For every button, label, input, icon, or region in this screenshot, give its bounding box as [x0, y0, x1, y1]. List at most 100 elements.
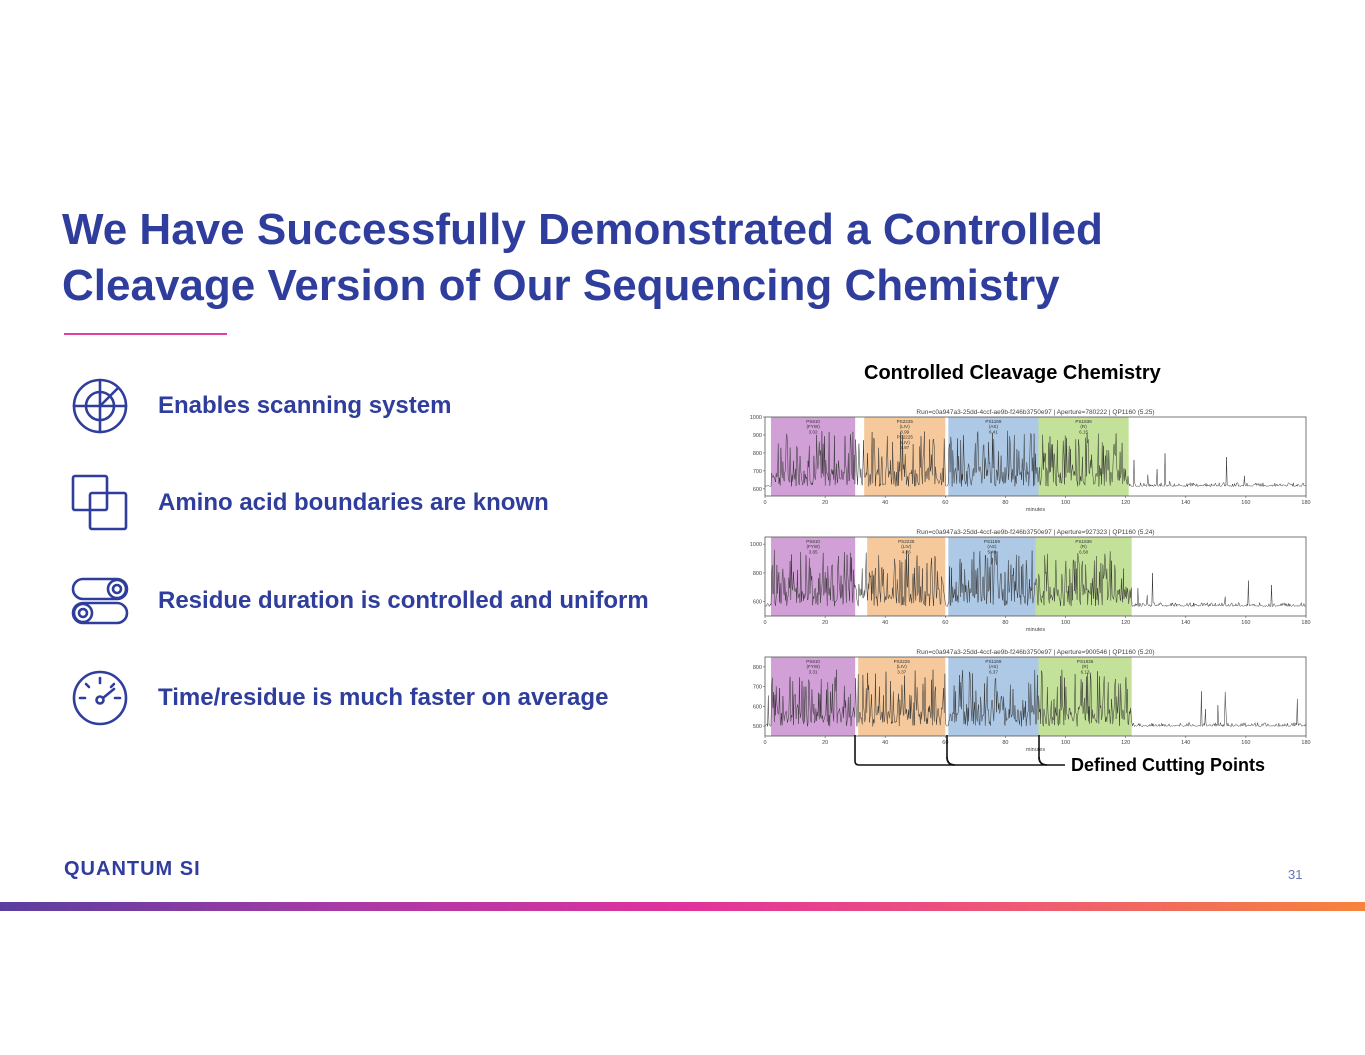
bullet-text: Amino acid boundaries are known — [158, 489, 549, 516]
trace-plot-3: Run=c0a947a3-25dd-4ccf-ae9b-f246b3750e97… — [746, 646, 1311, 754]
title-accent-divider — [64, 333, 227, 335]
band-label: (AS) — [987, 544, 997, 549]
signal-trace — [764, 669, 1307, 728]
x-tick-label: 0 — [763, 500, 766, 506]
plot-title: Run=c0a947a3-25dd-4ccf-ae9b-f246b3750e97… — [916, 529, 1154, 536]
band-label: 6.37 — [989, 669, 998, 674]
band-label: PS1836 — [1075, 539, 1092, 544]
x-tick-label: 160 — [1241, 620, 1250, 626]
x-tick-label: 20 — [822, 740, 828, 746]
bullet-item-boundaries: Amino acid boundaries are known — [70, 473, 710, 533]
band-label: 3.02 — [809, 429, 818, 434]
x-tick-label: 80 — [1002, 500, 1008, 506]
x-tick-label: 60 — [942, 620, 948, 626]
plot-frame — [764, 416, 1307, 497]
x-axis-label: minutes — [1026, 747, 1046, 753]
bullet-text: Enables scanning system — [158, 392, 452, 419]
x-tick-label: 120 — [1121, 740, 1130, 746]
y-tick-label: 700 — [753, 685, 762, 691]
plot-title: Run=c0a947a3-25dd-4ccf-ae9b-f246b3750e97… — [916, 649, 1154, 656]
trace-plot-2: Run=c0a947a3-25dd-4ccf-ae9b-f246b3750e97… — [746, 526, 1311, 634]
toggle-switches-icon — [70, 571, 130, 631]
amino-acid-band-1 — [771, 417, 856, 496]
band-label: 5.48 — [987, 549, 996, 554]
speedometer-icon — [70, 668, 130, 728]
band-label: (FYW) — [806, 544, 820, 549]
plot-frame — [764, 656, 1307, 737]
y-tick-label: 600 — [753, 704, 762, 710]
x-tick-label: 160 — [1241, 740, 1250, 746]
defined-cutting-points-label: Defined Cutting Points — [1071, 755, 1265, 775]
band-label: (R) — [1082, 664, 1089, 669]
x-tick-label: 140 — [1181, 740, 1190, 746]
plot-title: Run=c0a947a3-25dd-4ccf-ae9b-f246b3750e97… — [916, 409, 1154, 416]
x-tick-label: 180 — [1301, 500, 1310, 506]
band-label: PS610 — [806, 419, 820, 424]
y-tick-label: 900 — [753, 433, 762, 439]
band-label: PS1836 — [1075, 419, 1092, 424]
band-label: PS1169 — [985, 419, 1001, 424]
radar-icon — [70, 376, 130, 436]
y-tick-label: 500 — [753, 724, 762, 730]
band-label: 3.31 — [809, 669, 818, 674]
x-tick-label: 100 — [1061, 500, 1070, 506]
band-label: 6.15 — [1079, 429, 1088, 434]
signal-trace — [764, 430, 1307, 488]
band-label: PS2225 — [898, 539, 915, 544]
x-tick-label: 140 — [1181, 500, 1190, 506]
figure-title: Controlled Cleavage Chemistry — [864, 362, 1161, 384]
y-tick-label: 1000 — [750, 415, 762, 421]
band-label: 3.65 — [809, 549, 818, 554]
band-label: (LIV) — [900, 424, 910, 429]
band-label: (LIV) — [900, 440, 910, 445]
band-label: (FYW) — [806, 424, 820, 429]
x-tick-label: 140 — [1181, 620, 1190, 626]
y-tick-label: 600 — [753, 600, 762, 606]
y-tick-label: 800 — [753, 665, 762, 671]
bullet-item-scanning: Enables scanning system — [70, 376, 710, 436]
band-label: (LIV) — [897, 664, 907, 669]
band-label: PS1169 — [985, 659, 1001, 664]
x-tick-label: 40 — [882, 500, 888, 506]
band-label: 6.13 — [1081, 669, 1090, 674]
band-label: PS610 — [806, 659, 820, 664]
trace-plot-1: Run=c0a947a3-25dd-4ccf-ae9b-f246b3750e97… — [746, 406, 1311, 514]
y-tick-label: 600 — [753, 487, 762, 493]
bullet-text: Time/residue is much faster on average — [158, 684, 609, 711]
y-tick-label: 700 — [753, 469, 762, 475]
amino-acid-band-4 — [1038, 657, 1132, 736]
bullet-item-time-residue: Time/residue is much faster on average — [70, 668, 710, 728]
x-axis-label: minutes — [1026, 507, 1046, 513]
x-tick-label: 40 — [882, 620, 888, 626]
y-tick-label: 1000 — [750, 542, 762, 548]
band-label: 3.99 — [900, 429, 909, 434]
cutting-point-brackets — [854, 735, 1065, 766]
footer-gradient-bar — [0, 902, 1365, 911]
band-label: 3.37 — [897, 669, 906, 674]
x-tick-label: 120 — [1121, 500, 1130, 506]
title-line-1: We Have Successfully Demonstrated a Cont… — [62, 205, 1103, 254]
x-tick-label: 180 — [1301, 620, 1310, 626]
y-tick-label: 800 — [753, 571, 762, 577]
band-label: 6.41 — [989, 429, 998, 434]
band-label: (LIV) — [901, 544, 911, 549]
bullet-text: Residue duration is controlled and unifo… — [158, 587, 649, 614]
x-tick-label: 40 — [882, 740, 888, 746]
x-tick-label: 100 — [1061, 740, 1070, 746]
band-label: PS1169 — [984, 539, 1000, 544]
band-label: PS610 — [806, 539, 820, 544]
x-axis-label: minutes — [1026, 627, 1046, 633]
band-label: 3.97 — [900, 445, 909, 450]
band-label: PS2225 — [897, 435, 914, 440]
band-label: PS2225 — [894, 659, 911, 664]
x-tick-label: 120 — [1121, 620, 1130, 626]
band-label: 6.58 — [1079, 549, 1088, 554]
x-tick-label: 160 — [1241, 500, 1250, 506]
x-tick-label: 0 — [763, 620, 766, 626]
x-tick-label: 20 — [822, 620, 828, 626]
band-label: (FYW) — [806, 664, 820, 669]
page-number: 31 — [1288, 867, 1303, 882]
y-tick-label: 800 — [753, 451, 762, 457]
x-tick-label: 180 — [1301, 740, 1310, 746]
overlapping-squares-icon — [70, 473, 130, 533]
